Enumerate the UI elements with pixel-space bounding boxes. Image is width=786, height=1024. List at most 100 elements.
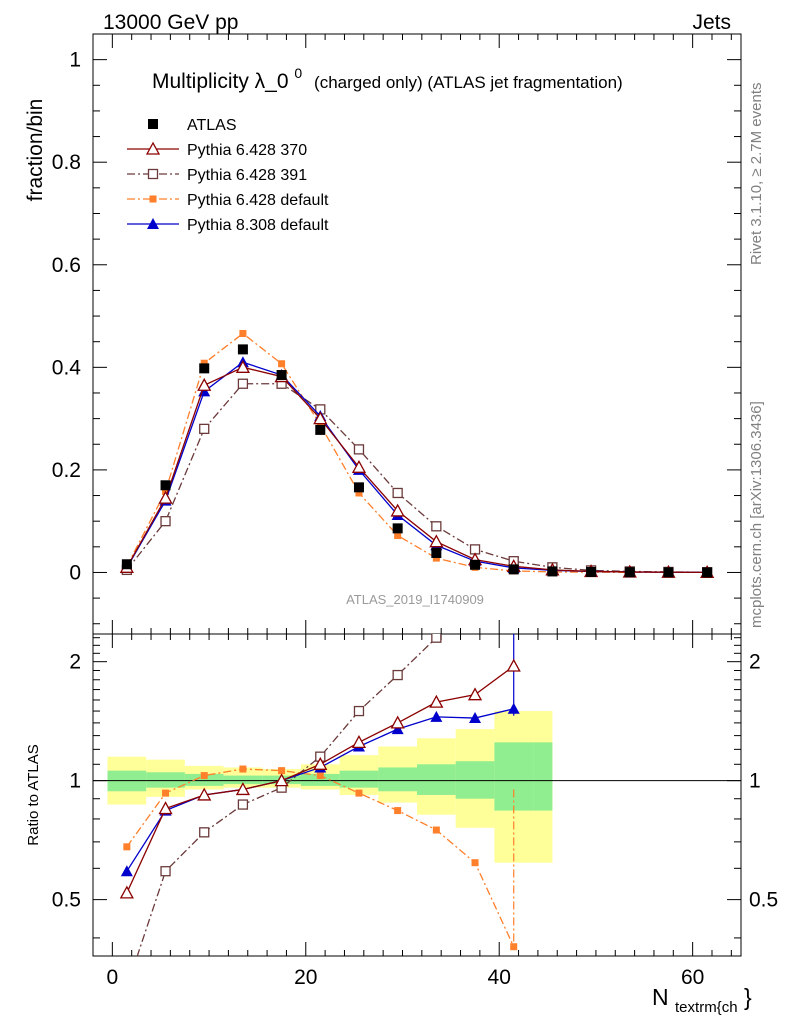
main-ytick-label: 0.2 <box>52 459 81 482</box>
mcplots-label: mcplots.cern.ch [arXiv:1306.3436] <box>748 401 765 628</box>
ratio-point <box>235 782 251 796</box>
legend-label: Pythia 8.308 default <box>187 217 329 234</box>
ratio-ytick-label: 2 <box>69 651 81 674</box>
band-green <box>378 767 417 792</box>
legend-entry: Pythia 6.428 default <box>127 192 329 209</box>
series-line <box>126 332 708 574</box>
data-point <box>470 559 481 570</box>
ratio-xtick-label: 40 <box>488 966 511 989</box>
ratio-point <box>162 789 170 797</box>
ratio-ylabel: Ratio to ATLAS <box>25 744 42 845</box>
data-point <box>121 559 132 570</box>
ratio-point <box>391 723 404 735</box>
legend-marker <box>148 119 158 129</box>
ratio-point <box>274 773 289 787</box>
ratio-point <box>355 789 363 797</box>
ratio-point <box>316 772 324 780</box>
ratio-point <box>467 687 483 701</box>
ratio-plot-area: 0.5 0.51 12 20 20 40 60 <box>52 634 778 989</box>
data-point <box>353 444 365 455</box>
legend-marker <box>145 141 161 155</box>
jets-label: Jets <box>692 11 731 34</box>
data-point <box>702 567 713 578</box>
data-point <box>663 567 674 578</box>
data-point <box>429 534 444 548</box>
data-point <box>160 480 171 491</box>
ratio-point <box>469 712 482 724</box>
ratio-xtick-label: 0 <box>106 966 118 989</box>
legend-marker <box>147 218 159 229</box>
ratio-series-pythia-6-428-default <box>123 765 518 951</box>
ratio-point <box>237 799 249 810</box>
main-ytick-label: 0.8 <box>52 151 81 174</box>
data-point <box>235 359 251 373</box>
main-title-suffix: (charged only) (ATLAS jet fragmentation) <box>314 73 623 92</box>
ratio-axis-ticks: 0.5 0.51 12 20 20 40 60 <box>52 634 778 989</box>
ratio-ytick-label: 1 <box>69 770 81 793</box>
ratio-point <box>197 787 212 801</box>
band-green <box>146 772 185 788</box>
analysis-watermark: ATLAS_2019_I1740909 <box>346 592 484 607</box>
legend: ATLAS Pythia 6.428 370 Pythia 6.428 391 Pyt… <box>127 117 329 234</box>
band-green <box>184 773 224 786</box>
band-green <box>455 761 495 799</box>
rivet-label: Rivet 3.1.10, ≥ 2.7M events <box>748 83 765 266</box>
band-green <box>300 773 340 786</box>
series-line <box>126 361 708 574</box>
ratio-series-pythia-6-428-370 <box>119 658 521 899</box>
uncertainty-bands <box>107 711 553 863</box>
main-ytick-label: 0 <box>69 561 81 584</box>
data-point <box>392 523 403 534</box>
ratio-point <box>199 827 210 838</box>
data-point <box>351 459 367 473</box>
data-point <box>199 363 210 374</box>
data-point <box>276 370 287 381</box>
legend-label: Pythia 6.428 370 <box>187 142 307 159</box>
ratio-point <box>158 801 173 815</box>
legend-label: Pythia 6.428 391 <box>187 167 307 184</box>
ratio-ytick-label: 0.5 <box>52 889 81 912</box>
ratio-point <box>510 943 518 951</box>
main-ylabel: fraction/bin <box>24 99 47 202</box>
ratio-point <box>239 765 247 773</box>
data-point <box>586 566 597 577</box>
ratio-point <box>471 859 479 867</box>
xlabel-main: N <box>652 984 669 1010</box>
legend-entry: Pythia 6.428 391 <box>127 167 307 184</box>
xlabel-tail: } <box>744 984 752 1010</box>
data-point <box>431 521 442 532</box>
legend-marker <box>149 195 157 203</box>
data-point <box>239 329 247 337</box>
data-point <box>508 564 519 575</box>
ratio-point <box>507 702 520 714</box>
ratio-point <box>351 734 367 748</box>
data-point <box>624 567 635 578</box>
data-point <box>158 490 173 504</box>
ratio-point <box>278 767 286 775</box>
band-green <box>494 742 534 811</box>
ratio-point <box>313 756 328 770</box>
data-point <box>547 566 558 577</box>
data-point <box>278 360 286 368</box>
ratio-panel-frame <box>92 633 742 957</box>
data-point <box>353 482 364 493</box>
ratio-point <box>160 866 171 877</box>
series-pythia-6-428-370 <box>119 359 715 579</box>
ratio-point <box>353 705 365 717</box>
band-green <box>417 764 456 795</box>
ratio-ytick-label-right: 2 <box>749 651 761 674</box>
ratio-xtick-label: 60 <box>681 966 704 989</box>
band-green <box>223 775 263 785</box>
legend-entry: Pythia 6.428 370 <box>127 141 307 159</box>
energy-label: 13000 GeV pp <box>103 11 238 34</box>
xlabel-sub: textrm{ch <box>675 999 738 1016</box>
data-point <box>197 377 212 391</box>
data-point <box>315 424 326 435</box>
main-title-superscript: 0 <box>294 65 302 81</box>
main-axis-ticks: 0 0.2 0.4 0.6 0.8 1 <box>52 34 741 634</box>
ratio-xlabel: N textrm{ch } <box>652 984 752 1017</box>
main-ytick-label: 0.4 <box>52 356 82 379</box>
ratio-point <box>429 694 444 708</box>
legend-marker <box>147 168 159 180</box>
data-point <box>392 487 403 499</box>
